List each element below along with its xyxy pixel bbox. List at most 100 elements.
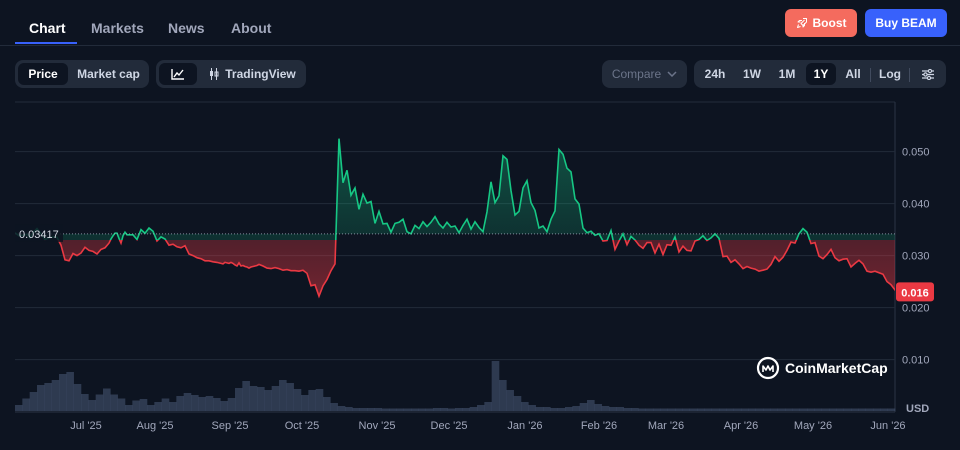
chart-style-toggle: TradingView (156, 60, 306, 88)
range-all[interactable]: All (845, 67, 861, 81)
volume-bar (667, 408, 676, 411)
volume-bar (858, 408, 866, 411)
boost-label: Boost (812, 16, 847, 30)
volume-bar (719, 408, 727, 411)
boost-button[interactable]: Boost (785, 9, 857, 37)
volume-bar (814, 408, 822, 411)
x-tick-label: Mar '26 (648, 420, 684, 432)
volume-bar (286, 383, 294, 411)
range-1w[interactable]: 1W (743, 67, 761, 81)
volume-bar (726, 408, 734, 411)
volume-bar (213, 398, 221, 411)
tab-markets[interactable]: Markets (91, 20, 144, 36)
volume-bar (103, 388, 111, 411)
y-tick-label: 0.010 (902, 355, 930, 367)
volume-bar (609, 407, 617, 411)
volume-bar (411, 408, 419, 411)
compare-dropdown[interactable]: Compare (602, 60, 687, 88)
volume-bar (484, 402, 492, 411)
volume-bar (565, 407, 573, 411)
volume-bar (51, 380, 60, 411)
buy-beam-button[interactable]: Buy BEAM (865, 9, 947, 37)
volume-bar (623, 408, 632, 411)
current-price-badge (896, 282, 934, 302)
volume-bar (785, 408, 793, 411)
volume-bar (513, 396, 522, 411)
coinmarketcap-logo-icon (762, 365, 774, 372)
volume-bar (264, 390, 272, 411)
volume-bar (73, 384, 82, 411)
volume-bar (887, 408, 896, 411)
price-line-up (15, 138, 811, 240)
volume-bar (557, 408, 566, 411)
range-separator (870, 68, 871, 82)
volume-bar (235, 388, 243, 411)
volume-bar (433, 408, 441, 411)
range-1m[interactable]: 1M (778, 67, 796, 81)
settings-separator (909, 68, 910, 82)
current-price-label: 0.016 (901, 287, 929, 299)
volume-bar (337, 406, 346, 411)
rocket-icon (796, 18, 807, 28)
volume-bar (345, 407, 353, 411)
price-area-above (15, 138, 895, 240)
y-tick-label: 0.020 (902, 303, 930, 315)
volume-bar (572, 406, 580, 411)
volume-bar (125, 405, 133, 411)
volume-bar (616, 407, 624, 411)
volume-bar (675, 408, 683, 411)
tab-chart[interactable]: Chart (29, 20, 66, 36)
line-chart-toggle[interactable] (159, 63, 197, 85)
volume-bar (638, 408, 646, 411)
volume-bar (704, 408, 712, 411)
tradingview-toggle[interactable]: TradingView (202, 63, 302, 85)
range-1y[interactable]: 1Y (806, 63, 836, 85)
volume-bar (154, 402, 162, 411)
x-tick-label: Jul '25 (70, 420, 101, 432)
volume-bar (66, 372, 74, 411)
volume-bar (491, 361, 500, 411)
volume-bar (198, 397, 206, 411)
volume-bar (257, 387, 265, 411)
x-tick-label: Oct '25 (285, 420, 320, 432)
active-tab-indicator (15, 42, 77, 44)
volume-bar (169, 402, 177, 411)
tab-about[interactable]: About (231, 20, 272, 36)
chart-settings-button[interactable] (914, 63, 942, 85)
volume-bar (396, 408, 404, 411)
x-tick-label: Nov '25 (359, 420, 396, 432)
volume-bar (117, 398, 126, 411)
volume-bar (440, 408, 448, 411)
market-cap-toggle[interactable]: Market cap (77, 67, 140, 81)
volume-bar (851, 408, 859, 411)
volume-bar (748, 408, 756, 411)
volume-bar (191, 395, 199, 411)
volume-bar (308, 390, 316, 411)
chart-type-toggle: Price Market cap (15, 60, 149, 88)
volume-bar (59, 374, 67, 411)
volume-bar (81, 394, 89, 411)
volume-bar (829, 408, 837, 411)
volume-bar (733, 408, 742, 411)
volume-bar (425, 408, 434, 411)
volume-bar (777, 408, 786, 411)
log-toggle[interactable]: Log (879, 67, 901, 81)
x-tick-label: Apr '26 (724, 420, 759, 432)
volume-bar (22, 398, 30, 411)
volume-bar (95, 394, 104, 411)
volume-bar (418, 408, 426, 411)
volume-bar (139, 399, 148, 411)
volume-bar (381, 408, 390, 411)
x-tick-label: Dec '25 (431, 420, 468, 432)
volume-bar (543, 407, 551, 411)
y-tick-label: 0.030 (902, 251, 930, 263)
volume-bar (535, 407, 544, 411)
volume-bar (110, 394, 118, 411)
range-24h[interactable]: 24h (704, 67, 726, 81)
volume-bar (44, 383, 52, 411)
volume-bar (689, 408, 698, 411)
tab-news[interactable]: News (168, 20, 205, 36)
volume-bar (37, 385, 45, 411)
price-toggle[interactable]: Price (18, 63, 68, 85)
